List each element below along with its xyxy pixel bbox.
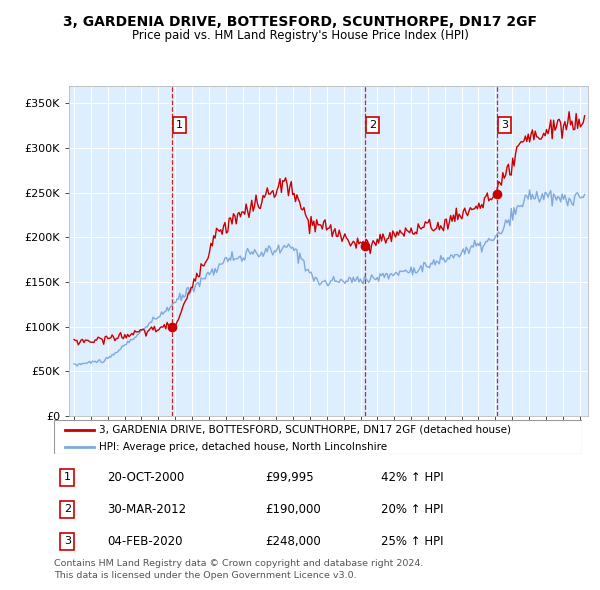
Text: 2: 2 xyxy=(64,504,71,514)
Text: HPI: Average price, detached house, North Lincolnshire: HPI: Average price, detached house, Nort… xyxy=(99,442,387,452)
Text: 20% ↑ HPI: 20% ↑ HPI xyxy=(382,503,444,516)
FancyBboxPatch shape xyxy=(54,420,582,454)
Text: 42% ↑ HPI: 42% ↑ HPI xyxy=(382,471,444,484)
Text: 3: 3 xyxy=(501,120,508,130)
Text: 25% ↑ HPI: 25% ↑ HPI xyxy=(382,535,444,548)
Text: 3, GARDENIA DRIVE, BOTTESFORD, SCUNTHORPE, DN17 2GF (detached house): 3, GARDENIA DRIVE, BOTTESFORD, SCUNTHORP… xyxy=(99,425,511,435)
Text: This data is licensed under the Open Government Licence v3.0.: This data is licensed under the Open Gov… xyxy=(54,571,356,579)
Text: 1: 1 xyxy=(64,472,71,482)
Text: 2: 2 xyxy=(369,120,376,130)
Text: £248,000: £248,000 xyxy=(265,535,321,548)
Text: 20-OCT-2000: 20-OCT-2000 xyxy=(107,471,184,484)
Text: 30-MAR-2012: 30-MAR-2012 xyxy=(107,503,186,516)
Text: 04-FEB-2020: 04-FEB-2020 xyxy=(107,535,182,548)
Text: £190,000: £190,000 xyxy=(265,503,321,516)
Text: 3: 3 xyxy=(64,536,71,546)
Text: 3, GARDENIA DRIVE, BOTTESFORD, SCUNTHORPE, DN17 2GF: 3, GARDENIA DRIVE, BOTTESFORD, SCUNTHORP… xyxy=(63,15,537,29)
Text: Price paid vs. HM Land Registry's House Price Index (HPI): Price paid vs. HM Land Registry's House … xyxy=(131,30,469,42)
Text: 1: 1 xyxy=(176,120,183,130)
Text: £99,995: £99,995 xyxy=(265,471,314,484)
Text: Contains HM Land Registry data © Crown copyright and database right 2024.: Contains HM Land Registry data © Crown c… xyxy=(54,559,424,568)
